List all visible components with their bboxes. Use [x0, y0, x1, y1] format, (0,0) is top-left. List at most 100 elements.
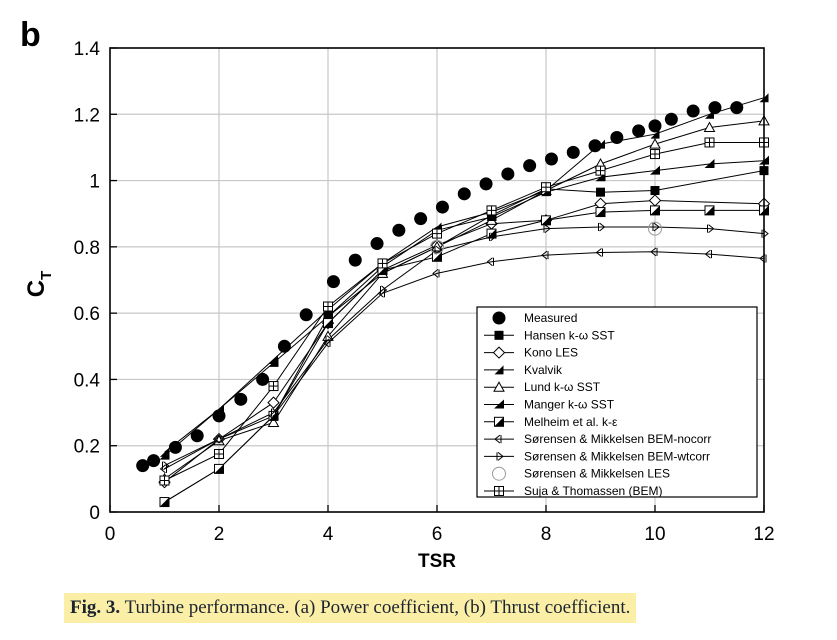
caption-text: Turbine performance. (a) Power coefficie…	[124, 597, 631, 618]
data-point	[214, 463, 224, 474]
data-point	[234, 392, 248, 406]
data-point	[596, 139, 605, 149]
data-point	[650, 247, 658, 257]
data-point	[267, 396, 280, 409]
data-point	[543, 224, 551, 234]
data-point	[271, 408, 279, 417]
panel-label: b	[20, 16, 41, 54]
data-point	[216, 434, 224, 444]
axis-ticks: 0 2 4 6 8 10 12 0 0.2 0.4 0.6 0.8 1 1.2 1.4	[74, 39, 775, 545]
legend-label: Kvalvik	[524, 363, 563, 377]
data-point	[136, 459, 150, 473]
data-point	[648, 194, 662, 207]
data-point	[435, 200, 449, 214]
data-point	[664, 112, 678, 126]
legend-marker	[492, 346, 506, 359]
data-point	[650, 165, 660, 175]
figure-caption: Fig. 3. Turbine performance. (a) Power c…	[64, 593, 637, 623]
legend-label: Sørensen & Mikkelsen LES	[524, 467, 670, 481]
data-point	[377, 288, 385, 298]
data-point	[588, 139, 602, 153]
y-tick-label: 0.8	[74, 238, 100, 259]
series-line	[164, 142, 764, 481]
data-point	[147, 454, 161, 468]
x-tick-label: 4	[323, 524, 334, 545]
data-point	[648, 221, 662, 236]
data-point	[610, 130, 624, 144]
y-tick-label: 0.4	[74, 370, 101, 391]
legend-label: Measured	[524, 311, 577, 325]
data-point	[190, 429, 204, 443]
legend-label: Hansen k-ω SST	[524, 328, 615, 342]
y-axis-title: CT	[23, 271, 55, 298]
data-point	[704, 249, 712, 259]
legend-label: Lund k-ω SST	[524, 380, 601, 394]
data-point	[705, 109, 714, 119]
legend-label: Suja & Thomassen (BEM)	[524, 484, 663, 498]
legend-label: Manger k-ω SST	[524, 398, 615, 412]
y-tick-label: 0.6	[74, 304, 100, 325]
data-point	[277, 339, 291, 353]
data-point	[650, 149, 660, 160]
legend-marker	[494, 330, 504, 340]
data-point	[703, 121, 716, 133]
data-point	[159, 450, 170, 460]
series-line	[164, 209, 764, 503]
data-point	[267, 416, 280, 428]
data-point	[541, 215, 551, 226]
data-point	[457, 187, 471, 201]
data-point	[326, 275, 340, 289]
legend-marker	[494, 365, 504, 375]
series-plot	[136, 93, 771, 508]
legend-label: Sørensen & Mikkelsen BEM-wtcorr	[524, 449, 710, 463]
data-point	[650, 186, 660, 196]
data-point	[598, 222, 606, 232]
series-line	[164, 160, 765, 457]
data-point	[432, 228, 442, 239]
legend-marker	[496, 452, 504, 461]
data-point	[377, 258, 388, 269]
data-point	[268, 357, 279, 367]
data-point	[686, 104, 700, 118]
y-tick-label: 1.2	[74, 105, 100, 126]
x-tick-label: 6	[432, 524, 443, 545]
data-point	[214, 449, 224, 459]
data-point	[348, 253, 362, 267]
series-line	[164, 97, 765, 453]
data-point	[323, 318, 333, 329]
legend-label: Kono LES	[524, 346, 578, 360]
data-point	[159, 464, 167, 474]
y-tick-label: 1	[89, 172, 100, 193]
data-point	[704, 205, 715, 216]
data-point	[541, 182, 551, 193]
legend-marker	[494, 399, 504, 409]
data-point	[432, 251, 442, 262]
x-tick-label: 8	[541, 524, 552, 545]
legend-marker	[493, 381, 505, 392]
legend-marker	[494, 434, 502, 444]
legend-box	[476, 306, 758, 498]
y-tick-label: 1.4	[74, 39, 101, 60]
legend-marker	[492, 466, 506, 481]
data-point	[159, 475, 170, 486]
legend-marker	[492, 311, 506, 325]
data-point	[214, 404, 224, 414]
legend-marker	[494, 416, 504, 427]
legend-label: Melheim et al. k-ε	[524, 415, 618, 429]
data-point	[730, 101, 744, 115]
data-point	[370, 237, 384, 251]
data-point	[414, 212, 428, 226]
data-point	[649, 138, 661, 149]
data-point	[523, 159, 537, 173]
data-point	[704, 159, 715, 168]
data-point	[544, 152, 558, 166]
x-tick-label: 12	[753, 524, 774, 545]
y-tick-label: 0.2	[74, 437, 100, 458]
x-tick-label: 10	[644, 524, 665, 545]
data-point	[708, 101, 722, 115]
y-tick-label: 0	[89, 503, 100, 524]
data-point	[541, 250, 549, 260]
data-point	[392, 223, 406, 237]
data-point	[214, 434, 222, 444]
data-point	[325, 335, 333, 345]
